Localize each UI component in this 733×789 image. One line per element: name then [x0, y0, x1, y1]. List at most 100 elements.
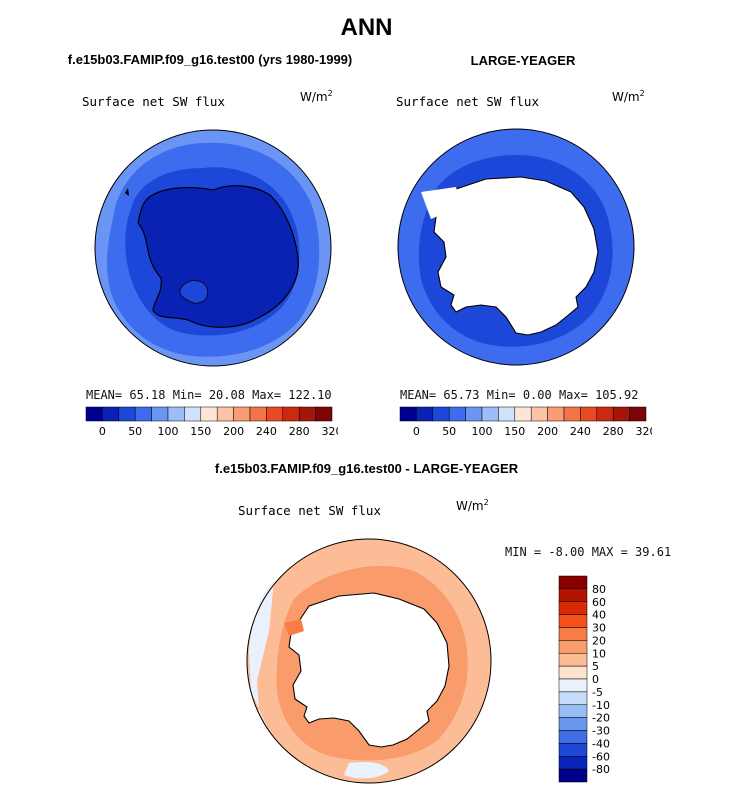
diff-weak-negative-south [344, 761, 389, 779]
diff-colorbar-swatch [558, 691, 588, 705]
diff-colorbar-tick-label: 80 [592, 583, 606, 596]
right-colorbar-swatch [432, 406, 450, 422]
right-colorbar-swatch [416, 406, 434, 422]
right-units-label: W/m2 [612, 89, 645, 104]
right-antarctica-landmask [433, 176, 599, 336]
left-colorbar-tick-label: 50 [128, 425, 142, 438]
right-colorbar-tick-label: 100 [472, 425, 493, 438]
diff-stats-line: MIN = -8.00 MAX = 39.61 [505, 545, 672, 559]
right-colorbar-swatch [580, 406, 598, 422]
diff-colorbar-tick-label: 30 [592, 622, 606, 635]
left-colorbar-tick-label: 240 [256, 425, 277, 438]
diff-map-border [246, 538, 492, 784]
diff-colorbar-swatch [558, 640, 588, 654]
left-colorbar-swatch [200, 406, 218, 422]
left-colorbar-swatch [85, 406, 103, 422]
left-colorbar-swatch [266, 406, 284, 422]
diff-colorbar-tick-label: 20 [592, 634, 606, 647]
diff-colorbar-tick-label: 0 [592, 673, 599, 686]
diff-colorbar-swatch [558, 601, 588, 615]
diff-colorbar-swatch [558, 704, 588, 718]
right-colorbar-swatch [465, 406, 483, 422]
right-colorbar-swatch [514, 406, 532, 422]
right-colorbar-swatch [547, 406, 565, 422]
right-colorbar-swatch [563, 406, 581, 422]
diff-colorbar-tick-label: -60 [592, 750, 610, 763]
right-colorbar-tick-label: 200 [537, 425, 558, 438]
diff-colorbar-swatch [558, 665, 588, 680]
diff-case-title: f.e15b03.FAMIP.f09_g16.test00 - LARGE-YE… [214, 461, 519, 476]
diff-colorbar-swatch [558, 588, 588, 602]
left-antarctica-outline [137, 185, 299, 328]
left-ross-shelf [179, 280, 209, 304]
diff-antarctica-landmask [288, 592, 450, 748]
diff-colorbar-swatch [558, 627, 588, 641]
left-colorbar-swatch [216, 406, 234, 422]
diff-variable-label: Surface net SW flux [238, 503, 381, 518]
diff-colorbar-tick-label: 5 [592, 660, 599, 673]
right-colorbar-tick-label: 240 [570, 425, 591, 438]
diff-colorbar-tick-label: -20 [592, 712, 610, 725]
left-colorbar-tick-label: 100 [158, 425, 179, 438]
left-units-label: W/m2 [300, 89, 333, 104]
right-colorbar-tick-label: 280 [603, 425, 624, 438]
diff-weak-negative-west [249, 581, 274, 731]
diff-colorbar-tick-label: 10 [592, 647, 606, 660]
left-colorbar: 0 50 100 150 200 240 280 320 [85, 406, 339, 438]
right-case-title: LARGE-YEAGER [470, 53, 576, 68]
right-colorbar-swatch [596, 406, 614, 422]
right-variable-label: Surface net SW flux [396, 94, 539, 109]
left-colorbar-tick-label: 150 [190, 425, 211, 438]
diff-colorbar-tick-label: -5 [592, 686, 603, 699]
left-colorbar-tick-label: 280 [289, 425, 310, 438]
right-colorbar-swatch [530, 406, 548, 422]
left-colorbar-swatch [233, 406, 251, 422]
diff-colorbar-tick-label: -80 [592, 763, 610, 776]
right-colorbar-tick-label: 0 [413, 425, 420, 438]
right-colorbar-tick-label: 320 [636, 425, 653, 438]
diff-colorbar-swatch [558, 614, 588, 628]
diff-colorbar-swatch [558, 730, 588, 744]
diff-polar-map [246, 538, 492, 784]
diff-strong-positive-patch [284, 619, 304, 636]
left-colorbar-swatch [315, 406, 333, 422]
left-map-border [94, 129, 332, 367]
left-variable-label: Surface net SW flux [82, 94, 225, 109]
right-colorbar-swatch [481, 406, 499, 422]
diff-colorbar-tick-label: -30 [592, 725, 610, 738]
right-map-border [397, 128, 635, 366]
left-colorbar-swatch [282, 406, 300, 422]
left-colorbar-swatch [134, 406, 152, 422]
right-colorbar-swatch [612, 406, 630, 422]
right-peninsula-mask [421, 187, 461, 219]
diff-colorbar-swatch [558, 678, 588, 693]
left-colorbar-swatch [118, 406, 136, 422]
right-colorbar: 0 50 100 150 200 240 280 320 [399, 406, 653, 438]
left-colorbar-swatch [184, 406, 202, 422]
diff-colorbar-swatch [558, 756, 588, 770]
left-polar-map [94, 129, 332, 367]
left-stats-line: MEAN= 65.18 Min= 20.08 Max= 122.10 [86, 388, 332, 402]
left-colorbar-swatch [167, 406, 185, 422]
left-colorbar-tick-label: 200 [223, 425, 244, 438]
left-colorbar-tick-label: 320 [322, 425, 339, 438]
diff-colorbar-swatch [558, 768, 588, 783]
diff-colorbar-tick-label: -40 [592, 737, 610, 750]
diff-units-label: W/m2 [456, 498, 489, 513]
left-case-title: f.e15b03.FAMIP.f09_g16.test00 (yrs 1980-… [67, 52, 353, 67]
left-colorbar-swatch [102, 406, 120, 422]
diff-colorbar-swatch [558, 717, 588, 731]
left-colorbar-swatch [249, 406, 267, 422]
diff-colorbar-swatch [558, 743, 588, 757]
diff-colorbar-swatch [558, 575, 588, 590]
left-colorbar-swatch [151, 406, 169, 422]
right-colorbar-tick-label: 50 [442, 425, 456, 438]
right-colorbar-tick-label: 150 [504, 425, 525, 438]
right-colorbar-swatch [399, 406, 417, 422]
diff-colorbar-swatch [558, 653, 588, 667]
diff-colorbar-tick-label: 60 [592, 596, 606, 609]
right-colorbar-swatch [498, 406, 516, 422]
right-colorbar-swatch [629, 406, 647, 422]
right-colorbar-swatch [448, 406, 466, 422]
